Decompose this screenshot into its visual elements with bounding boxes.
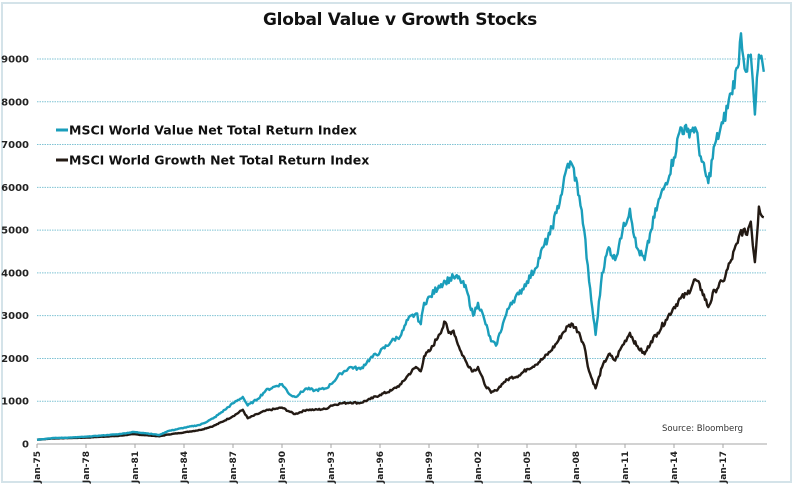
x-tick-label: Jan-87 — [229, 451, 239, 484]
y-tick-label: 4000 — [1, 268, 29, 279]
series-line-value — [36, 32, 765, 441]
x-tick-label: Jan-02 — [474, 451, 484, 484]
series-lines — [36, 32, 765, 441]
series-line-growth — [36, 205, 765, 441]
x-tick-label: Jan-90 — [278, 451, 288, 484]
x-tick-label: Jan-93 — [327, 451, 337, 484]
x-tick-label: Jan-11 — [621, 451, 631, 484]
y-tick-label: 0 — [22, 440, 29, 451]
y-tick-label: 5000 — [1, 226, 29, 237]
x-tick-label: Jan-05 — [523, 451, 533, 484]
legend-label-value: MSCI World Value Net Total Return Index — [69, 123, 357, 138]
x-tick-label: Jan-96 — [376, 451, 386, 484]
y-tick-label: 2000 — [1, 354, 29, 365]
x-tick-label: Jan-78 — [82, 451, 92, 484]
y-tick-label: 9000 — [1, 55, 29, 66]
chart-frame — [1, 2, 792, 483]
y-axis-ticks: 0 1000 2000 3000 4000 5000 6000 7000 8000 9000 — [1, 55, 29, 451]
x-axis: Jan-75 Jan-78 Jan-81 Jan-84 Jan-87 Jan-90 Jan-… — [33, 443, 767, 484]
y-tick-label: 8000 — [1, 97, 29, 108]
chart-title: Global Value v Growth Stocks — [263, 10, 537, 30]
x-tick-label: Jan-84 — [180, 451, 190, 484]
legend-label-growth: MSCI World Growth Net Total Return Index — [69, 153, 369, 168]
x-tick-label: Jan-14 — [670, 451, 680, 484]
y-tick-label: 3000 — [1, 311, 29, 322]
x-tick-label: Jan-17 — [719, 451, 729, 484]
legend: MSCI World Value Net Total Return Index … — [56, 123, 369, 168]
x-tick-label: Jan-75 — [33, 451, 43, 484]
y-tick-label: 1000 — [1, 397, 29, 408]
y-tick-label: 7000 — [1, 140, 29, 151]
source-annotation: Source: Bloomberg — [662, 424, 743, 434]
y-tick-label: 6000 — [1, 183, 29, 194]
x-tick-label: Jan-99 — [425, 451, 435, 484]
x-tick-label: Jan-08 — [572, 451, 582, 484]
x-tick-label: Jan-81 — [131, 451, 141, 484]
gridlines — [37, 58, 767, 402]
